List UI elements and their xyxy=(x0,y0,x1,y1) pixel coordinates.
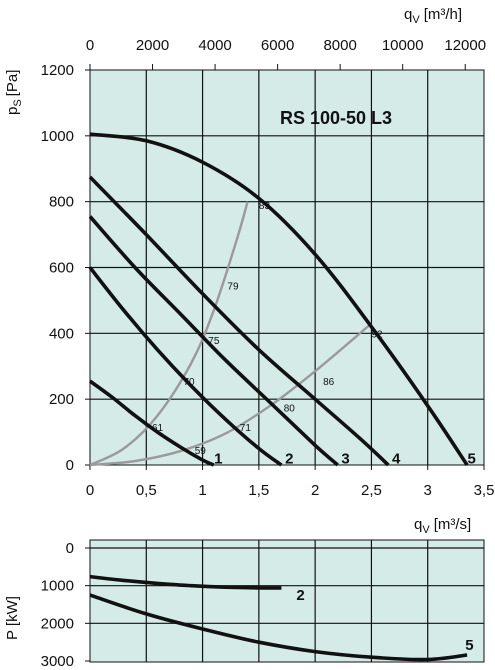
efficiency-value-label: 79 xyxy=(227,282,239,293)
power-y-tick-label: 3000 xyxy=(41,653,74,670)
y-tick-label: 800 xyxy=(49,194,74,211)
top-x-tick-label: 12000 xyxy=(444,37,486,54)
top-x-tick-label: 6000 xyxy=(261,37,294,54)
top-x-axis-title: qV [m³/h] xyxy=(404,6,462,26)
x-tick-label: 2 xyxy=(311,482,319,499)
y-tick-label: 0 xyxy=(66,457,74,474)
curve-number-label: 4 xyxy=(392,450,401,467)
power-curve-2 xyxy=(89,574,282,590)
pressure-curve-5 xyxy=(89,132,469,466)
efficiency-value-label: 70 xyxy=(184,377,196,388)
power-y-axis-title: P [kW] xyxy=(4,596,21,640)
power-curve-end-labels: 25 xyxy=(296,587,473,654)
main-y-tick-labels: 0 200 400 600 800 1000 1200 xyxy=(41,62,90,474)
efficiency-value-label: 83 xyxy=(259,201,271,212)
curve-number-label: 2 xyxy=(285,450,293,467)
power-y-tick-labels: 0 1000 2000 3000 xyxy=(41,540,90,670)
power-y-tick-label: 0 xyxy=(66,540,74,557)
svg-text:P [kW]: P [kW] xyxy=(4,596,21,640)
chart-title: RS 100-50 L3 xyxy=(280,108,392,128)
pressure-curve-1 xyxy=(88,379,215,467)
power-y-tick-label: 1000 xyxy=(41,578,74,595)
bottom-x-axis-symbol: q xyxy=(414,516,422,533)
y-tick-label: 600 xyxy=(49,260,74,277)
power-curve-number-label: 5 xyxy=(465,637,473,654)
x-tick-label: 2,5 xyxy=(361,482,382,499)
main-top-tick-labels: 0 2000 4000 6000 8000 10000 12000 xyxy=(86,37,486,70)
efficiency-value-label: 75 xyxy=(208,336,220,347)
curve-number-label: 1 xyxy=(214,450,222,467)
x-tick-label: 0,5 xyxy=(136,482,157,499)
bottom-x-axis-unit: [m³/s] xyxy=(434,516,472,533)
main-x-tick-labels: 0 0,5 1 1,5 2 2,5 3 3,5 xyxy=(86,465,495,499)
power-curve-number-label: 2 xyxy=(296,587,304,604)
power-plot-background xyxy=(89,539,485,663)
top-x-tick-label: 0 xyxy=(86,37,94,54)
x-tick-label: 3,5 xyxy=(474,482,495,499)
efficiency-value-label: 59 xyxy=(195,446,207,457)
y-tick-label: 1200 xyxy=(41,62,74,79)
y-tick-label: 400 xyxy=(49,325,74,342)
efficiency-value-label: 71 xyxy=(240,423,252,434)
power-y-tick-label: 2000 xyxy=(41,615,74,632)
y-tick-label: 200 xyxy=(49,391,74,408)
efficiency-value-label: 61 xyxy=(152,423,164,434)
power-curves xyxy=(89,574,468,662)
pressure-curve-4 xyxy=(88,175,390,467)
top-x-axis-unit: [m³/h] xyxy=(424,6,462,23)
efficiency-line xyxy=(89,322,373,467)
top-x-axis-subscript: V xyxy=(412,14,420,26)
y-axis-subscript: S xyxy=(12,99,24,106)
efficiency-value-label: 86 xyxy=(323,377,335,388)
efficiency-lines xyxy=(89,201,373,467)
efficiency-value-label: 92 xyxy=(371,329,383,340)
pressure-curve-3 xyxy=(88,215,339,467)
y-axis-symbol: p xyxy=(4,107,21,115)
curve-end-labels: 1 2 3 4 5 xyxy=(214,450,476,467)
main-grid xyxy=(90,70,484,465)
pressure-curves xyxy=(88,132,469,467)
pressure-curve-2 xyxy=(88,266,283,467)
y-tick-label: 1000 xyxy=(41,128,74,145)
svg-text:pS[Pa]: pS [Pa] xyxy=(4,70,24,115)
main-y-axis-title: pS [Pa] xyxy=(4,70,24,115)
top-x-tick-label: 4000 xyxy=(198,37,231,54)
x-tick-label: 0 xyxy=(86,482,94,499)
curve-number-label: 5 xyxy=(467,450,475,467)
bottom-x-axis-title: qV [m³/s] xyxy=(414,516,471,536)
efficiency-value-label: 80 xyxy=(284,403,296,414)
efficiency-line xyxy=(89,201,249,467)
bottom-x-axis-subscript: V xyxy=(422,524,430,536)
top-x-tick-label: 8000 xyxy=(323,37,356,54)
x-tick-label: 1 xyxy=(198,482,206,499)
x-tick-label: 1,5 xyxy=(248,482,269,499)
power-grid xyxy=(90,540,484,662)
top-x-tick-label: 2000 xyxy=(136,37,169,54)
efficiency-point-labels: 83 79 75 70 61 59 71 80 86 92 xyxy=(152,201,383,457)
top-x-tick-label: 10000 xyxy=(382,37,424,54)
curve-number-label: 3 xyxy=(341,450,349,467)
power-curve-5 xyxy=(89,593,468,662)
x-tick-label: 3 xyxy=(424,482,432,499)
top-x-axis-symbol: q xyxy=(404,6,412,23)
y-axis-unit: [Pa] xyxy=(4,70,21,97)
